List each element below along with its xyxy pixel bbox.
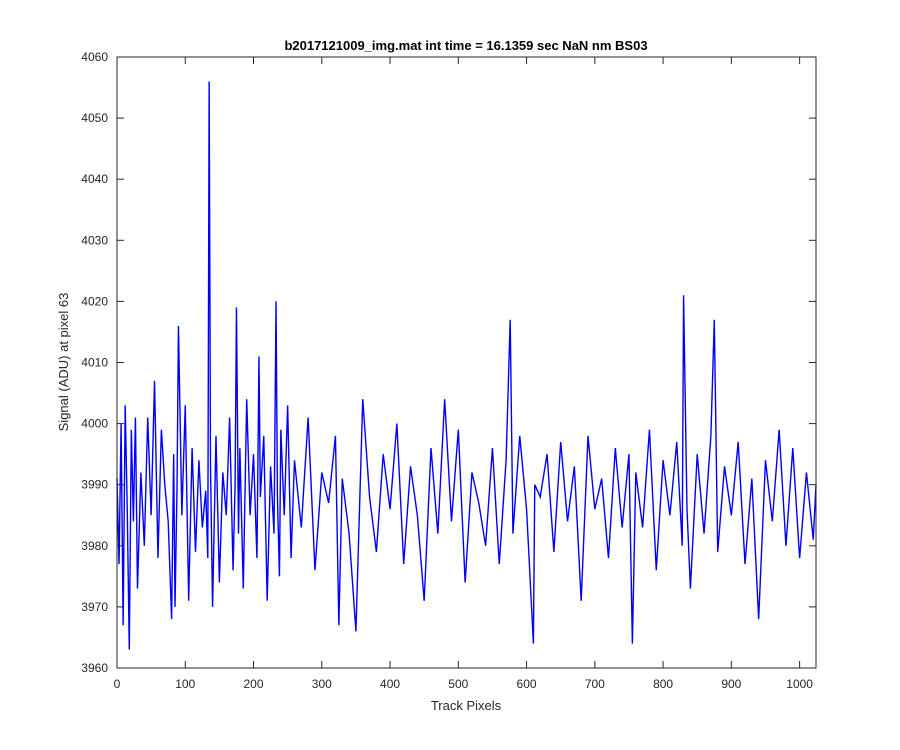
x-tick-label: 500 <box>448 677 468 691</box>
y-tick-label: 4000 <box>81 417 108 431</box>
x-tick-label: 1000 <box>786 677 813 691</box>
axis-tick-labels: 0 100 200 300 400 500 600 700 800 900 1000 3960 3970… <box>81 50 813 691</box>
chart-title: b2017121009_img.mat int time = 16.1359 s… <box>284 38 647 53</box>
y-tick-label: 3990 <box>81 478 108 492</box>
series-line-0 <box>116 81 817 650</box>
y-tick-label: 3980 <box>81 539 108 553</box>
x-tick-label: 200 <box>244 677 264 691</box>
x-tick-label: 400 <box>380 677 400 691</box>
plot-frame <box>116 56 817 669</box>
plot-area <box>117 57 816 668</box>
y-tick-label: 3960 <box>81 661 108 675</box>
x-tick-label: 300 <box>312 677 332 691</box>
y-axis-label: Signal (ADU) at pixel 63 <box>56 293 71 432</box>
data-series <box>116 81 817 650</box>
y-tick-label: 4030 <box>81 233 108 247</box>
y-tick-label: 4050 <box>81 111 108 125</box>
y-tick-label: 4040 <box>81 172 108 186</box>
x-axis-label: Track Pixels <box>431 698 502 713</box>
x-tick-label: 100 <box>175 677 195 691</box>
y-tick-label: 4010 <box>81 356 108 370</box>
x-tick-label: 900 <box>721 677 741 691</box>
y-tick-label: 4060 <box>81 50 108 64</box>
y-tick-label: 3970 <box>81 600 108 614</box>
x-tick-label: 700 <box>585 677 605 691</box>
y-tick-label: 4020 <box>81 294 108 308</box>
x-tick-label: 600 <box>517 677 537 691</box>
x-tick-label: 800 <box>653 677 673 691</box>
x-tick-label: 0 <box>114 677 121 691</box>
